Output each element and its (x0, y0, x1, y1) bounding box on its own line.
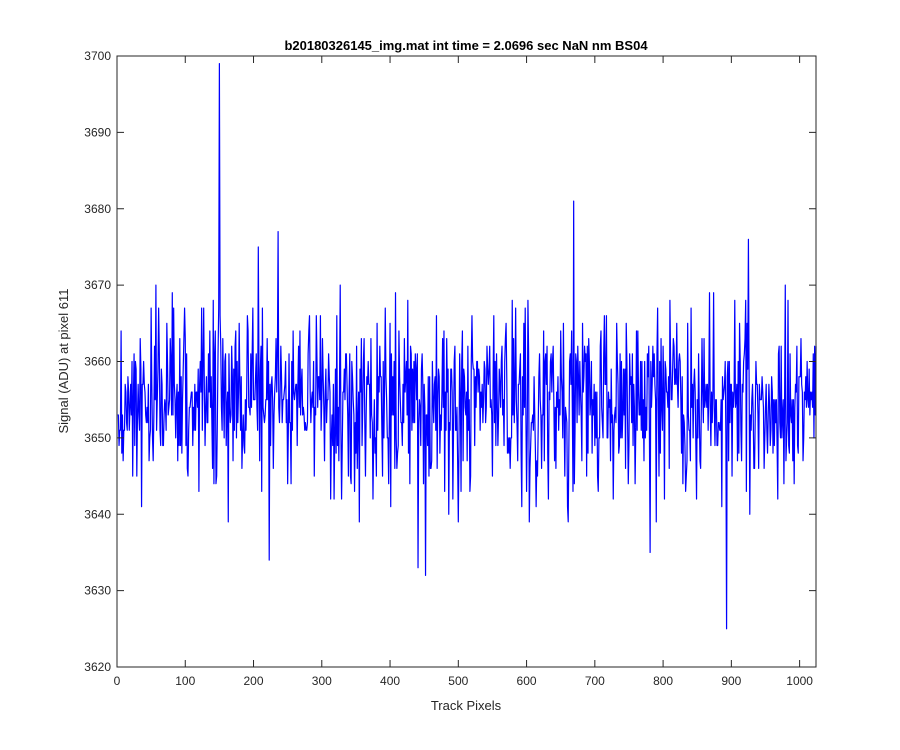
x-tick-label: 900 (721, 674, 741, 688)
y-tick-label: 3640 (84, 507, 111, 521)
x-tick-label: 1000 (786, 674, 813, 688)
y-tick-label: 3700 (84, 49, 111, 63)
x-tick-label: 600 (517, 674, 537, 688)
y-axis-label: Signal (ADU) at pixel 611 (56, 289, 71, 434)
x-tick-label: 200 (244, 674, 264, 688)
chart-title: b20180326145_img.mat int time = 2.0696 s… (284, 38, 648, 53)
y-tick-label: 3630 (84, 584, 111, 598)
x-tick-label: 700 (585, 674, 605, 688)
x-axis-label: Track Pixels (431, 698, 502, 713)
y-tick-label: 3660 (84, 355, 111, 369)
y-tick-label: 3620 (84, 660, 111, 674)
y-tick-label: 3690 (84, 125, 111, 139)
x-tick-label: 800 (653, 674, 673, 688)
y-tick-label: 3650 (84, 431, 111, 445)
plot-area (117, 56, 816, 667)
x-tick-label: 100 (175, 674, 195, 688)
series-layer (117, 63, 817, 630)
x-axis: 0 100 200 300 400 500 600 700 800 900 1000 (114, 56, 813, 688)
x-tick-label: 0 (114, 674, 121, 688)
y-axis: 3620 3630 3640 3650 3660 3670 3680 3690 3700 (84, 49, 816, 674)
y-tick-label: 3680 (84, 202, 111, 216)
x-tick-label: 500 (448, 674, 468, 688)
series-line-0 (117, 63, 817, 630)
y-tick-label: 3670 (84, 278, 111, 292)
x-tick-label: 400 (380, 674, 400, 688)
x-tick-label: 300 (312, 674, 332, 688)
